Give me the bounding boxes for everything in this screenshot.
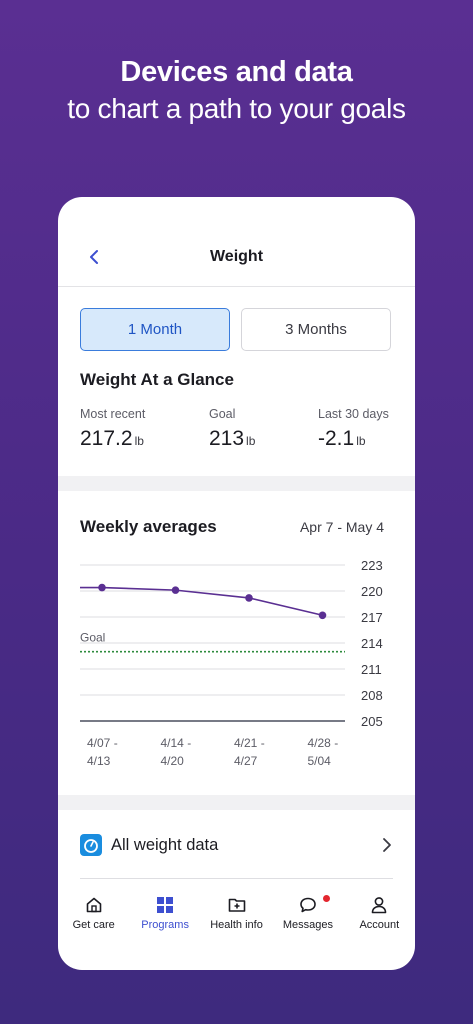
grid-icon — [157, 897, 174, 913]
y-tick-label: 217 — [361, 610, 383, 625]
y-tick-label: 223 — [361, 558, 383, 573]
stat-unit: lb — [134, 434, 144, 448]
folder-plus-icon — [228, 898, 245, 912]
tab-label: Messages — [282, 919, 333, 931]
nav-bar: Weight — [58, 197, 415, 287]
y-tick-label: 208 — [361, 688, 383, 703]
chevron-left-icon[interactable] — [86, 247, 102, 267]
tab-label: Get care — [72, 919, 115, 931]
x-tick-label: 4/28 - — [308, 736, 339, 750]
stat-label: Last 30 days — [318, 407, 389, 421]
chevron-right-icon — [383, 838, 391, 852]
glance-title: Weight At a Glance — [80, 370, 234, 389]
weekly-averages-chart: 223 220 217 214 211 208 205 Goal 4/07 - 4/13 4/14 … — [80, 558, 383, 768]
stat-last-30-days: Last 30 days -2.1 lb — [318, 407, 389, 451]
stat-goal: Goal 213 lb — [209, 407, 255, 451]
home-icon — [86, 897, 102, 913]
x-tick-label: 4/13 — [87, 754, 111, 768]
y-tick-label: 214 — [361, 636, 383, 651]
phone-screen: Weight 1 Month 3 Months Weight At a Glan… — [58, 197, 415, 970]
all-weight-data-label: All weight data — [111, 835, 219, 854]
tab-get-care[interactable]: Get care — [58, 887, 129, 947]
section-divider — [58, 795, 415, 810]
chart-date-range: Apr 7 - May 4 — [299, 519, 384, 535]
y-tick-label: 220 — [361, 584, 383, 599]
tab-label: Programs — [141, 919, 189, 931]
section-divider — [58, 476, 415, 491]
series-line — [80, 586, 323, 617]
stat-value: -2.1 — [318, 427, 355, 450]
stat-value: 213 — [209, 427, 245, 450]
chart-title: Weekly averages — [80, 517, 217, 536]
x-tick-label: 4/20 — [161, 754, 185, 768]
promo-subtitle: to chart a path to your goals — [67, 93, 406, 124]
x-tick-label: 4/21 - — [234, 736, 265, 750]
data-point — [245, 594, 253, 602]
bottom-tab-bar: Get care Programs Health info Messages A… — [58, 887, 415, 947]
y-tick-label: 205 — [361, 714, 383, 729]
all-weight-data-row[interactable]: All weight data — [80, 829, 393, 861]
stat-unit: lb — [356, 434, 366, 448]
promo-header: Devices and data to chart a path to your… — [0, 56, 473, 125]
person-icon — [372, 897, 387, 914]
stat-unit: lb — [246, 434, 256, 448]
x-tick-label: 5/04 — [308, 754, 332, 768]
data-point — [98, 583, 106, 592]
promo-title: Devices and data — [120, 56, 353, 88]
notification-badge — [323, 895, 331, 902]
y-tick-label: 211 — [361, 662, 382, 677]
scale-icon — [80, 834, 102, 856]
data-point — [318, 611, 327, 620]
tab-3-months[interactable]: 3 Months — [241, 308, 391, 351]
tab-messages[interactable]: Messages — [272, 887, 343, 947]
x-tick-label: 4/27 — [234, 754, 258, 768]
tab-label: Account — [359, 919, 400, 931]
x-tick-label: 4/07 - — [87, 736, 118, 750]
goal-label: Goal — [80, 631, 105, 645]
row-divider — [80, 878, 393, 879]
tab-account[interactable]: Account — [344, 887, 415, 947]
stat-label: Goal — [209, 407, 236, 421]
tab-label: Health info — [210, 919, 263, 931]
data-point — [171, 586, 180, 594]
stat-most-recent: Most recent 217.2 lb — [80, 407, 145, 451]
tab-programs[interactable]: Programs — [129, 887, 200, 947]
page-title: Weight — [209, 248, 264, 265]
x-tick-label: 4/14 - — [161, 736, 192, 750]
stat-label: Most recent — [80, 407, 146, 421]
stat-value: 217.2 — [80, 427, 133, 450]
chat-icon — [300, 897, 316, 913]
tab-health-info[interactable]: Health info — [201, 887, 272, 947]
tab-1-month[interactable]: 1 Month — [80, 308, 230, 351]
